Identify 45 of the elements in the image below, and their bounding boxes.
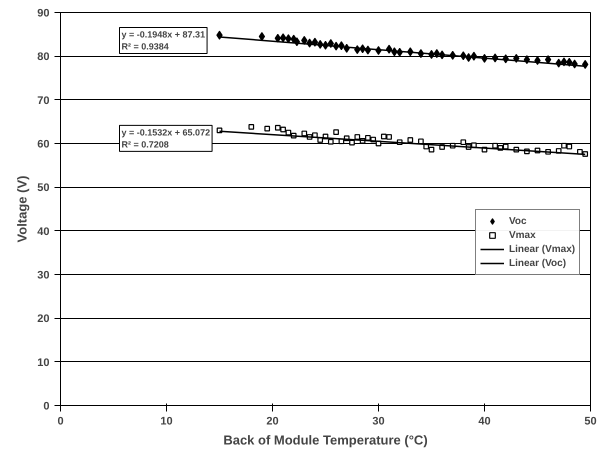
annotation: y = -0.1532x + 65.072 R² = 0.7208 [122,127,210,150]
x-tick-label: 10 [160,416,173,428]
point [561,142,567,149]
y-tick-label: 70 [37,94,50,107]
y-tick-label: 60 [37,138,50,150]
point [216,30,223,40]
x-tick-label: 0 [57,416,64,428]
point [365,134,371,141]
point [386,134,392,140]
point [460,139,466,146]
point [274,124,281,131]
point [349,140,355,146]
point [264,126,270,132]
point [328,138,334,145]
legend-label: Voc [509,214,528,228]
y-tick-label: 90 [37,8,50,20]
point [428,146,434,152]
point [566,144,572,150]
y-tick-label: 30 [37,270,50,282]
point [286,130,292,136]
point [280,33,286,42]
x-axis-title: Back of Module Temperature (°C) [223,432,428,448]
point [248,124,254,130]
y-axis-title: Voltage (V) [14,176,30,242]
annotation: y = -0.1948x + 87.31 R² = 0.9384 [122,30,206,52]
y-tick-label: 20 [37,313,50,326]
legend-label: Vmax [509,228,536,242]
point [407,137,414,143]
y-tick-label: 10 [37,356,50,369]
point [301,130,308,136]
y-tick-label: 50 [37,182,50,194]
y-tick-label: 0 [43,400,50,412]
point [544,55,552,64]
legend-label: Linear (Voc) [509,256,566,270]
point [380,134,387,140]
y-tick-label: 40 [37,226,50,238]
legend-label: Linear (Vmax) [509,242,576,256]
x-tick-label: 20 [266,416,279,428]
point [333,129,339,135]
point [280,126,286,132]
point [354,134,360,140]
x-tick-label: 30 [372,416,385,428]
x-tick-label: 40 [478,416,491,428]
x-tick-label: 50 [584,416,597,428]
y-tick-label: 80 [37,51,50,64]
